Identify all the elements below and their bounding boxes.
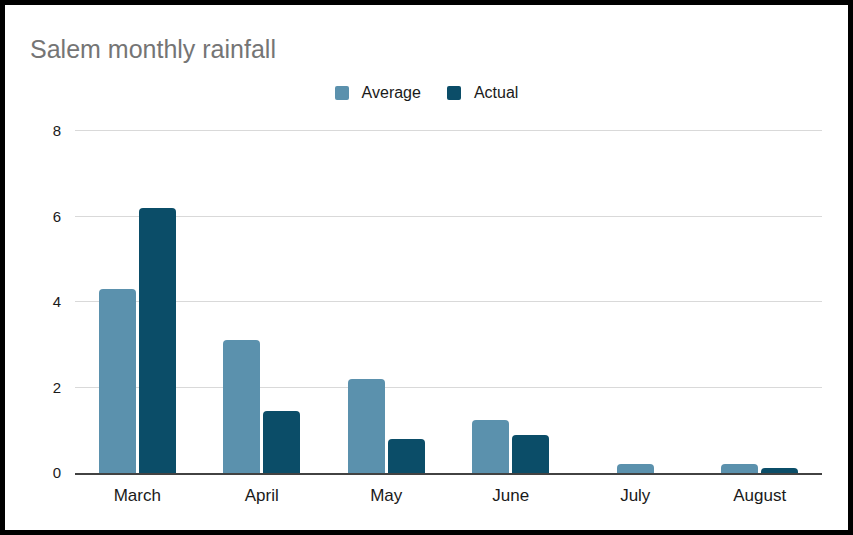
- bar-actual-august: [761, 468, 798, 473]
- x-label-august: August: [698, 486, 823, 506]
- bar-actual-may: [388, 439, 425, 473]
- bar-group-june: [449, 131, 574, 473]
- legend-swatch-actual: [447, 86, 461, 100]
- bar-group-august: [698, 131, 823, 473]
- bar-group-may: [324, 131, 449, 473]
- y-tick-label-6: 6: [17, 208, 61, 225]
- legend-label-actual: Actual: [474, 84, 518, 102]
- bar-average-june: [472, 420, 509, 473]
- y-tick-label-0: 0: [17, 464, 61, 481]
- bar-average-july: [617, 464, 654, 473]
- bar-groups: [75, 131, 822, 473]
- legend-item-average: Average: [335, 84, 421, 102]
- y-tick-label-2: 2: [17, 379, 61, 396]
- legend-swatch-average: [335, 86, 349, 100]
- x-label-may: May: [324, 486, 449, 506]
- bar-group-april: [200, 131, 325, 473]
- x-label-april: April: [200, 486, 325, 506]
- x-label-march: March: [75, 486, 200, 506]
- bar-average-august: [721, 464, 758, 473]
- chart-title: Salem monthly rainfall: [30, 36, 276, 64]
- legend-label-average: Average: [362, 84, 421, 102]
- x-label-july: July: [573, 486, 698, 506]
- bar-group-march: [75, 131, 200, 473]
- x-label-june: June: [449, 486, 574, 506]
- x-axis-labels: MarchAprilMayJuneJulyAugust: [75, 486, 822, 506]
- y-tick-label-8: 8: [17, 122, 61, 139]
- y-tick-label-4: 4: [17, 293, 61, 310]
- bar-average-may: [348, 379, 385, 473]
- bar-actual-april: [263, 411, 300, 473]
- bar-actual-march: [139, 208, 176, 473]
- bar-average-april: [223, 340, 260, 473]
- bar-average-march: [99, 289, 136, 473]
- plot-area: 02468: [75, 131, 822, 475]
- chart-legend: Average Actual: [5, 84, 848, 102]
- bar-actual-june: [512, 435, 549, 473]
- chart-frame: Salem monthly rainfall AverageActual 024…: [0, 0, 853, 535]
- bar-group-july: [573, 131, 698, 473]
- legend-item-actual: Actual: [447, 84, 518, 102]
